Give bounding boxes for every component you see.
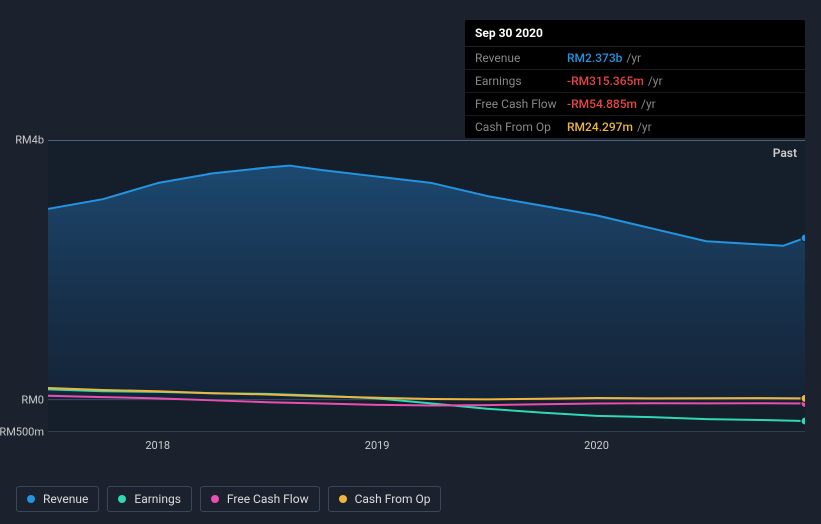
legend-label: Cash From Op [355, 492, 431, 506]
tooltip-row-value: RM24.297m [567, 120, 633, 134]
tooltip-row-value: -RM54.885m [567, 97, 637, 111]
tooltip-row-unit: /yr [637, 120, 652, 134]
legend-dot-icon [118, 495, 126, 503]
tooltip-row-unit: /yr [626, 51, 641, 65]
x-axis-label: 2020 [584, 439, 609, 452]
legend-item[interactable]: Earnings [107, 486, 192, 512]
tooltip-row-value: -RM315.365m [567, 74, 644, 88]
tooltip-date: Sep 30 2020 [465, 20, 805, 47]
tooltip-row-label: Cash From Op [475, 120, 567, 134]
tooltip-row-value: RM2.373b [567, 51, 622, 65]
legend-label: Earnings [134, 492, 181, 506]
legend-label: Free Cash Flow [227, 492, 309, 506]
legend-dot-icon [211, 495, 219, 503]
tooltip-row: Earnings-RM315.365m/yr [465, 70, 805, 93]
legend-dot-icon [27, 495, 35, 503]
past-label: Past [773, 146, 797, 160]
x-axis-label: 2018 [145, 439, 170, 452]
financial-chart: Past RM4bRM0-RM500m 201820192020 [16, 120, 805, 476]
legend-item[interactable]: Revenue [16, 486, 99, 512]
y-axis-label: -RM500m [0, 426, 44, 439]
legend-label: Revenue [43, 492, 88, 506]
tooltip-row-label: Free Cash Flow [475, 97, 567, 111]
legend-item[interactable]: Free Cash Flow [200, 486, 320, 512]
legend-dot-icon [339, 495, 347, 503]
tooltip-row: Free Cash Flow-RM54.885m/yr [465, 93, 805, 116]
legend-item[interactable]: Cash From Op [328, 486, 442, 512]
y-axis-label: RM0 [0, 393, 44, 406]
chart-plot-area[interactable] [48, 140, 805, 432]
tooltip-row-label: Earnings [475, 74, 567, 88]
tooltip-row: RevenueRM2.373b/yr [465, 47, 805, 70]
chart-legend: Revenue Earnings Free Cash Flow Cash From O… [16, 486, 441, 512]
tooltip-row-label: Revenue [475, 51, 567, 65]
y-axis-label: RM4b [0, 134, 44, 147]
chart-tooltip: Sep 30 2020 RevenueRM2.373b/yrEarnings-R… [465, 20, 805, 138]
tooltip-row: Cash From OpRM24.297m/yr [465, 116, 805, 138]
tooltip-row-unit: /yr [641, 97, 656, 111]
tooltip-row-unit: /yr [648, 74, 663, 88]
x-axis-label: 2019 [365, 439, 390, 452]
